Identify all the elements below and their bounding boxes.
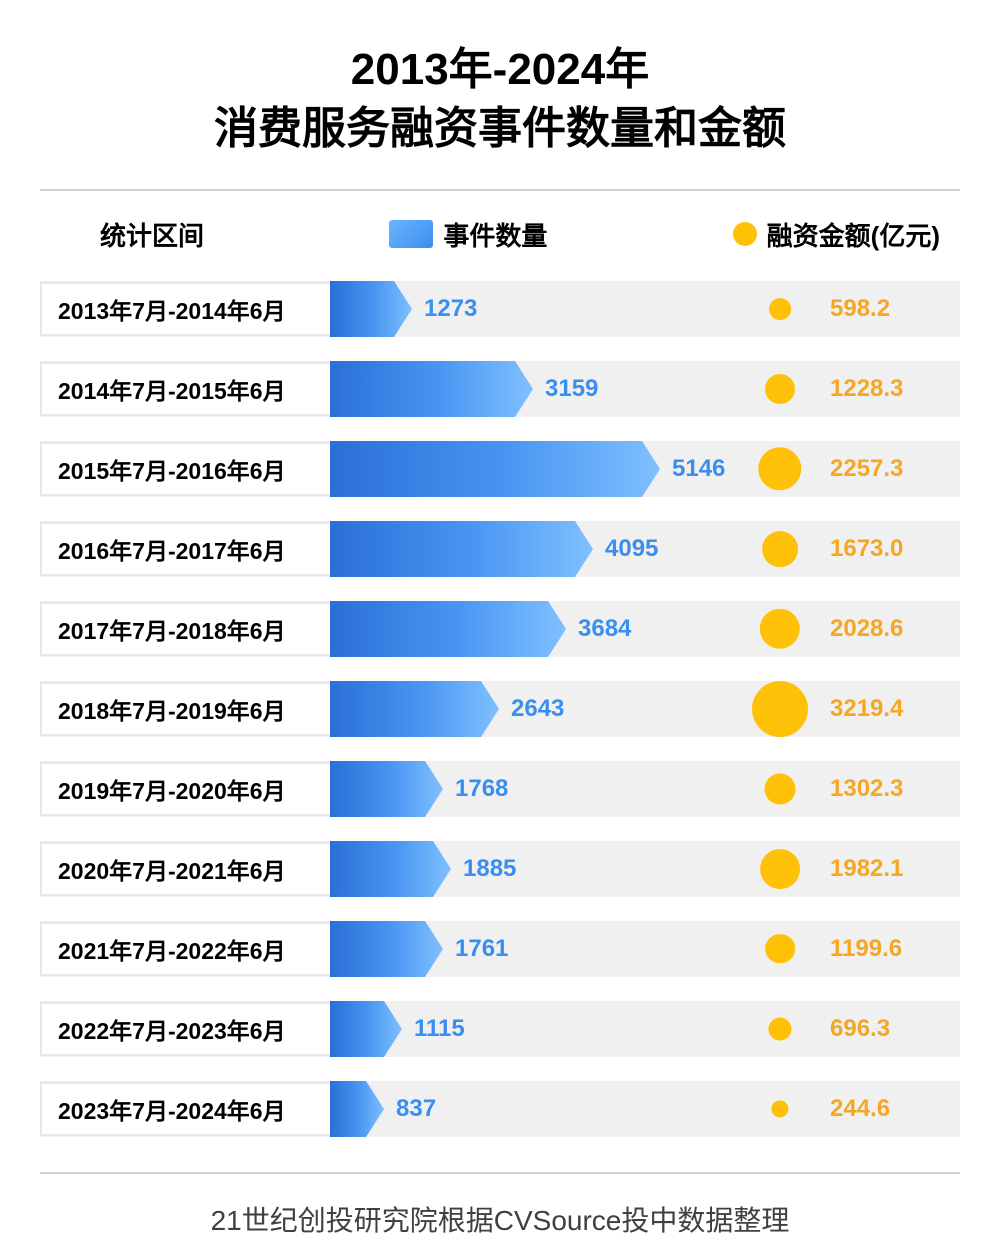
title-line2: 消费服务融资事件数量和金额	[40, 99, 960, 158]
legend-amount: 融资金额(亿元)	[733, 216, 940, 253]
chart-row: 2023年7月-2024年6月 837 244.6	[40, 1081, 960, 1137]
amount-bubble	[752, 681, 808, 737]
count-bar	[330, 1001, 422, 1057]
period-label: 2021年7月-2022年6月	[40, 922, 330, 976]
count-bar	[330, 761, 463, 817]
count-value: 1273	[424, 281, 477, 337]
count-value: 1115	[414, 1001, 465, 1057]
amount-bubble	[765, 374, 795, 404]
count-bar	[330, 521, 613, 577]
chart-title: 2013年-2024年 消费服务融资事件数量和金额	[40, 40, 960, 159]
count-bar	[330, 1081, 404, 1137]
count-value: 3159	[545, 361, 598, 417]
amount-bubble	[760, 849, 800, 889]
count-bar	[330, 921, 463, 977]
period-label: 2019年7月-2020年6月	[40, 762, 330, 816]
amount-value: 1673.0	[830, 521, 903, 577]
chart-row: 2017年7月-2018年6月 3684 2028.6	[40, 601, 960, 657]
period-label: 2022年7月-2023年6月	[40, 1002, 330, 1056]
period-label: 2014年7月-2015年6月	[40, 362, 330, 416]
amount-value: 1302.3	[830, 761, 903, 817]
legend: 统计区间 事件数量 融资金额(亿元)	[40, 216, 960, 253]
period-label: 2015年7月-2016年6月	[40, 442, 330, 496]
amount-value: 1199.6	[830, 921, 902, 977]
chart-row: 2021年7月-2022年6月 1761 1199.6	[40, 921, 960, 977]
amount-value: 696.3	[830, 1001, 890, 1057]
chart-row: 2019年7月-2020年6月 1768 1302.3	[40, 761, 960, 817]
count-bar	[330, 281, 432, 337]
period-label: 2020年7月-2021年6月	[40, 842, 330, 896]
count-bar	[330, 601, 586, 657]
period-label: 2016年7月-2017年6月	[40, 522, 330, 576]
amount-value: 2257.3	[830, 441, 903, 497]
amount-bubble	[768, 1017, 791, 1040]
chart-row: 2014年7月-2015年6月 3159 1228.3	[40, 361, 960, 417]
amount-bubble	[765, 934, 795, 964]
chart-row: 2013年7月-2014年6月 1273 598.2	[40, 281, 960, 337]
bottom-divider	[40, 1172, 960, 1174]
legend-period-header: 统计区间	[100, 216, 204, 253]
count-value: 2643	[511, 681, 564, 737]
count-bar	[330, 441, 680, 497]
period-label: 2013年7月-2014年6月	[40, 282, 330, 336]
amount-value: 1982.1	[830, 841, 903, 897]
count-bar	[330, 681, 519, 737]
chart-row: 2016年7月-2017年6月 4095 1673.0	[40, 521, 960, 577]
count-value: 1885	[463, 841, 516, 897]
count-value: 3684	[578, 601, 631, 657]
amount-value: 244.6	[830, 1081, 890, 1137]
period-label: 2023年7月-2024年6月	[40, 1082, 330, 1136]
amount-bubble	[762, 531, 798, 567]
count-value: 4095	[605, 521, 658, 577]
count-value: 837	[396, 1081, 436, 1137]
count-value: 5146	[672, 441, 725, 497]
period-label: 2018年7月-2019年6月	[40, 682, 330, 736]
amount-value: 598.2	[830, 281, 890, 337]
amount-value: 2028.6	[830, 601, 903, 657]
dot-swatch-icon	[733, 222, 757, 246]
chart-row: 2022年7月-2023年6月 1115 696.3	[40, 1001, 960, 1057]
count-bar	[330, 841, 471, 897]
chart-row: 2020年7月-2021年6月 1885 1982.1	[40, 841, 960, 897]
amount-bubble	[765, 773, 796, 804]
chart-row: 2015年7月-2016年6月 5146 2257.3	[40, 441, 960, 497]
amount-value: 3219.4	[830, 681, 903, 737]
amount-bubble	[769, 298, 791, 320]
count-value: 1768	[455, 761, 508, 817]
chart-row: 2018年7月-2019年6月 2643 3219.4	[40, 681, 960, 737]
title-line1: 2013年-2024年	[40, 40, 960, 99]
bar-swatch-icon	[389, 220, 433, 248]
top-divider	[40, 189, 960, 191]
legend-amount-label: 融资金额(亿元)	[767, 216, 940, 253]
chart-rows: 2013年7月-2014年6月 1273 598.2 2014年7月-2015年6月 3…	[40, 281, 960, 1137]
count-value: 1761	[455, 921, 508, 977]
period-label: 2017年7月-2018年6月	[40, 602, 330, 656]
legend-count: 事件数量	[389, 216, 547, 253]
legend-count-label: 事件数量	[443, 216, 547, 253]
amount-value: 1228.3	[830, 361, 903, 417]
count-bar	[330, 361, 553, 417]
